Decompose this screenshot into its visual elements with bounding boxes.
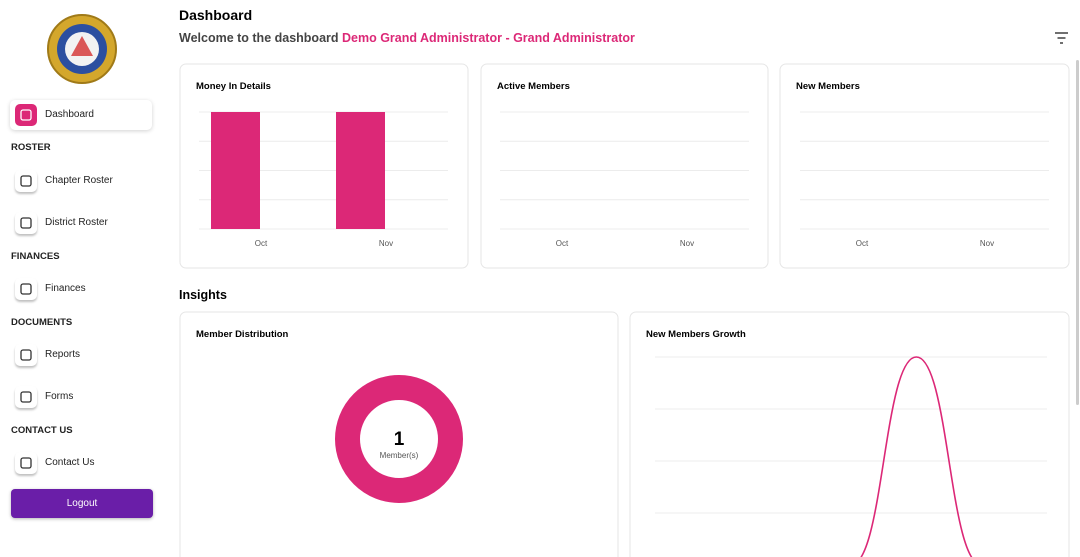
nav-icon bbox=[15, 170, 37, 192]
donut-segment bbox=[335, 375, 463, 503]
card bbox=[179, 311, 619, 557]
nav-icon bbox=[15, 386, 37, 408]
x-tick-label: Oct bbox=[556, 239, 569, 248]
x-tick-label: Nov bbox=[980, 239, 994, 248]
user-name: Demo Grand Administrator - Grand Adminis… bbox=[342, 31, 635, 45]
card-title: New Members Growth bbox=[646, 329, 746, 340]
logout-button[interactable]: Logout bbox=[11, 489, 153, 518]
nav-label: Contact Us bbox=[45, 457, 95, 468]
nav-label: Forms bbox=[45, 391, 74, 402]
welcome: Welcome to the dashboard Demo Grand Admi… bbox=[179, 31, 635, 45]
nav-label: Finances bbox=[45, 283, 86, 294]
nav-icon bbox=[15, 104, 37, 126]
page-title: Dashboard bbox=[179, 7, 252, 23]
section-heading: CONTACT US bbox=[11, 425, 73, 436]
card-title: New Members bbox=[796, 81, 860, 92]
donut-total: 1 bbox=[394, 429, 405, 450]
welcome-text: Welcome to the dashboard bbox=[179, 31, 339, 45]
nav-icon bbox=[15, 452, 37, 474]
nav-item[interactable]: Contact Us bbox=[10, 448, 152, 478]
filter-icon[interactable] bbox=[1055, 32, 1068, 44]
nav-label: Reports bbox=[45, 349, 81, 360]
x-tick-label: Oct bbox=[255, 239, 268, 248]
scrollbar[interactable] bbox=[1076, 60, 1079, 405]
nav-item[interactable]: Chapter Roster bbox=[10, 166, 152, 196]
nav-icon bbox=[15, 212, 37, 234]
section-heading: ROSTER bbox=[11, 142, 51, 153]
nav-icon bbox=[15, 344, 37, 366]
nav-icon bbox=[15, 278, 37, 300]
nav-item[interactable]: Dashboard bbox=[10, 100, 152, 130]
sidebar: Dashboard ROSTER Chapter Roster District Ro… bbox=[0, 0, 165, 557]
nav-item[interactable]: District Roster bbox=[10, 208, 152, 238]
card-title: Money In Details bbox=[196, 81, 271, 92]
line-series bbox=[860, 356, 973, 557]
section-heading: DOCUMENTS bbox=[11, 317, 73, 328]
section-heading: FINANCES bbox=[11, 251, 60, 262]
nav-label: Chapter Roster bbox=[45, 175, 113, 186]
card-title: Active Members bbox=[497, 81, 570, 92]
x-tick-label: Nov bbox=[379, 239, 393, 248]
logo bbox=[47, 14, 117, 84]
section-title: Insights bbox=[179, 288, 227, 302]
nav-item[interactable]: Forms bbox=[10, 382, 152, 412]
card bbox=[779, 63, 1070, 269]
donut-caption: Member(s) bbox=[380, 451, 419, 460]
nav-label: District Roster bbox=[45, 217, 108, 228]
card bbox=[480, 63, 769, 269]
nav-item[interactable]: Reports bbox=[10, 340, 152, 370]
nav-label: Dashboard bbox=[45, 109, 94, 120]
nav-item[interactable]: Finances bbox=[10, 274, 152, 304]
bar bbox=[211, 112, 260, 229]
card bbox=[629, 311, 1070, 557]
bar bbox=[336, 112, 385, 229]
card-title: Member Distribution bbox=[196, 329, 289, 340]
x-tick-label: Oct bbox=[856, 239, 869, 248]
x-tick-label: Nov bbox=[680, 239, 694, 248]
